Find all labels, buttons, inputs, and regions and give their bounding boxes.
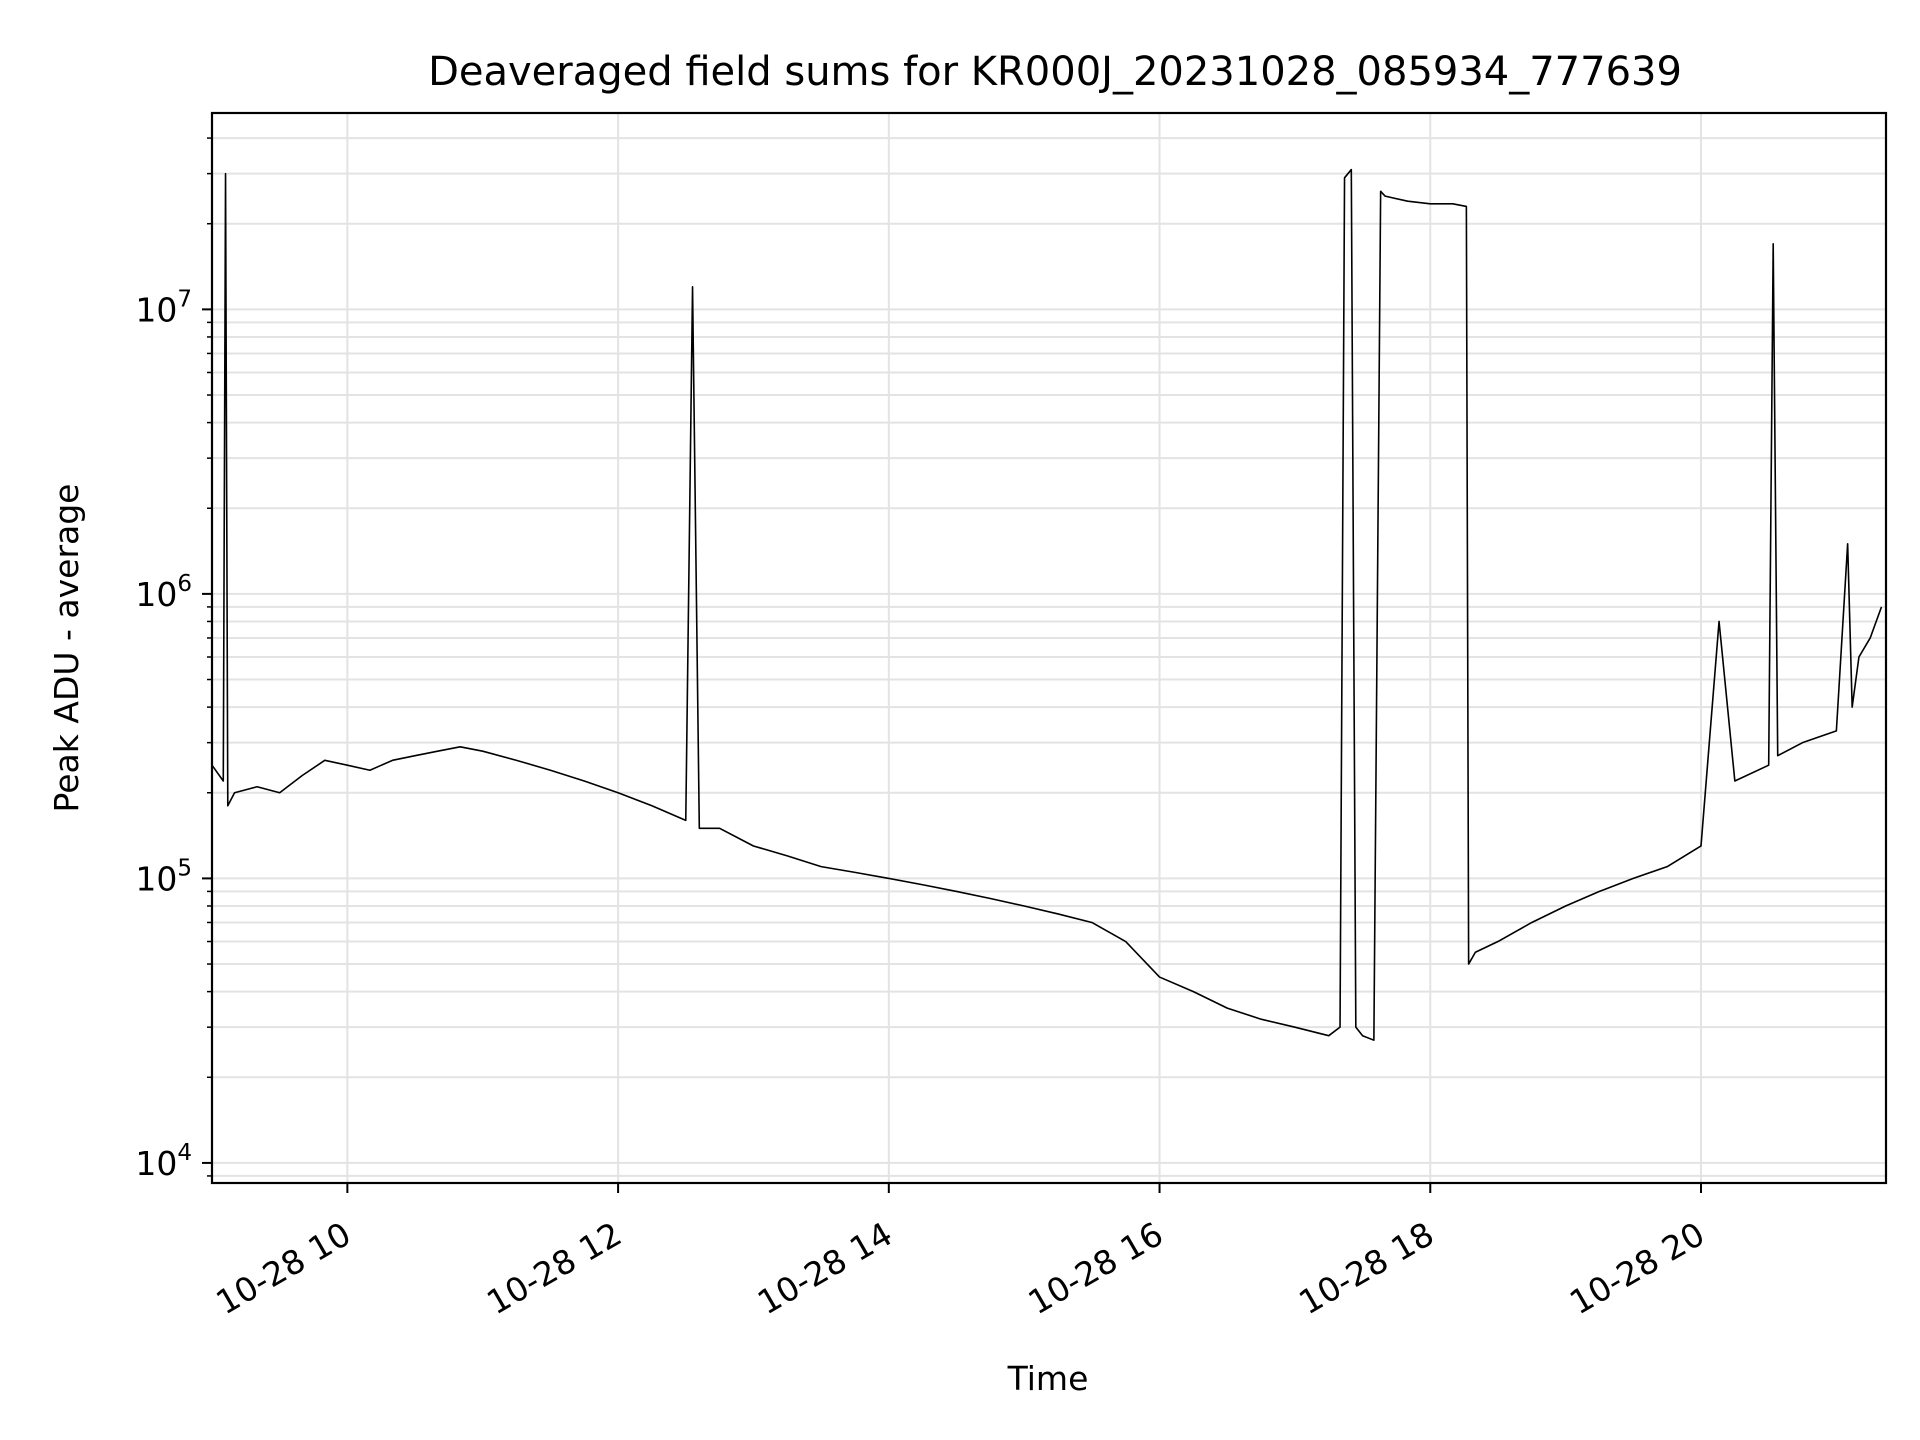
plot-area: [212, 168, 1883, 1041]
series-line: [212, 168, 1883, 1041]
y-axis-ticks: 104 105 106 107: [135, 137, 212, 1183]
y-tick-label: 107: [135, 286, 192, 329]
x-axis-label: Time: [1007, 1359, 1089, 1398]
gridlines: [212, 113, 1886, 1183]
axes-frame: [210, 111, 1888, 1185]
chart-title: Deaveraged field sums for KR000J_2023102…: [428, 49, 1682, 95]
y-tick-label: 106: [135, 571, 192, 614]
y-tick-label: 105: [135, 855, 192, 898]
y-tick-label: 104: [135, 1140, 192, 1183]
y-axis-label: Peak ADU - average: [47, 484, 86, 813]
